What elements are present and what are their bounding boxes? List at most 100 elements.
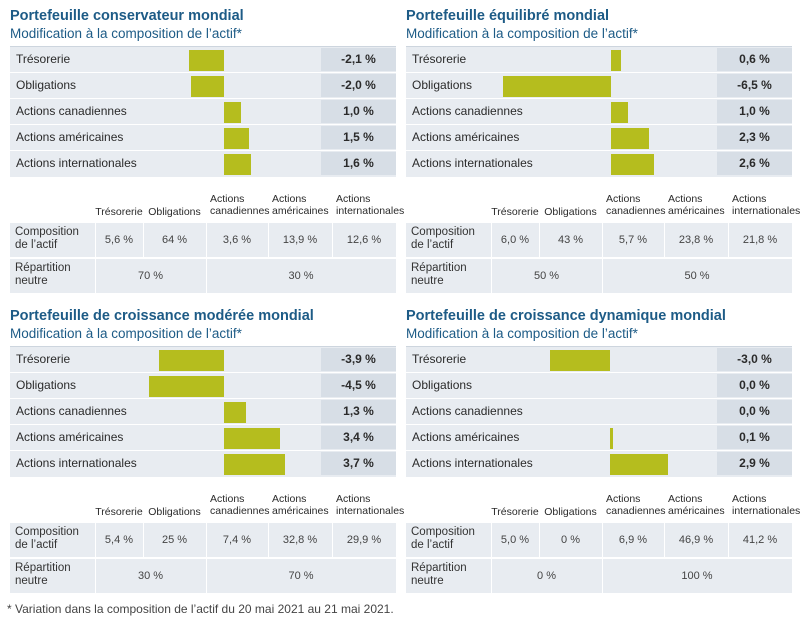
- label-line: neutre: [411, 275, 444, 287]
- bar: [224, 402, 246, 423]
- cell-divider: [602, 259, 603, 293]
- cell-divider: [206, 223, 207, 257]
- panel-subtitle: Modification à la composition de l’actif…: [10, 326, 242, 341]
- header-line: Actions: [336, 193, 371, 205]
- label-line: Composition: [411, 226, 475, 238]
- neutral-row: Répartition neutre 70 % 30 %: [10, 259, 396, 293]
- header-line: américaines: [272, 505, 329, 517]
- cell-divider: [602, 559, 603, 593]
- category-label: Obligations: [16, 78, 77, 92]
- value-label: 0,0 %: [717, 374, 792, 397]
- label-line: de l’actif: [15, 239, 58, 251]
- category-label: Actions internationales: [16, 156, 137, 170]
- composition-cell: 6,9 %: [618, 534, 648, 546]
- composition-cell: 5,0 %: [500, 534, 530, 546]
- chart-row: Trésorerie -2,1 %: [10, 47, 396, 72]
- column-header: Actions canadiennes: [210, 493, 270, 517]
- bar-chart: Trésorerie 0,6 % Obligations -6,5 % Actions …: [406, 46, 792, 177]
- cell-divider: [95, 223, 96, 257]
- panel-subtitle: Modification à la composition de l’actif…: [406, 326, 638, 341]
- chart-row: Actions canadiennes 1,0 %: [10, 98, 396, 124]
- composition-cell: 64 %: [161, 234, 188, 246]
- column-header: Obligations: [544, 206, 597, 218]
- bar: [611, 154, 655, 175]
- chart-row: Actions canadiennes 0,0 %: [406, 398, 792, 424]
- header-line: Actions: [668, 493, 703, 505]
- bar: [149, 376, 224, 397]
- value-label: -2,1 %: [321, 48, 396, 71]
- header-line: Actions: [732, 193, 767, 205]
- row-divider: [406, 124, 792, 125]
- chart-row: Actions américaines 0,1 %: [406, 424, 792, 450]
- bar: [610, 454, 668, 475]
- header-line: internationales: [732, 505, 801, 517]
- category-label: Actions américaines: [412, 430, 520, 444]
- column-header: Trésorerie: [491, 506, 539, 518]
- cell-divider: [728, 223, 729, 257]
- header-line: américaines: [668, 205, 725, 217]
- bar: [611, 50, 621, 71]
- chart-row: Actions canadiennes 1,3 %: [10, 398, 396, 424]
- column-header: Trésorerie: [95, 206, 143, 218]
- chart-row: Actions internationales 2,6 %: [406, 150, 792, 176]
- footnote: * Variation dans la composition de l’act…: [7, 602, 394, 616]
- row-label: Composition de l’actif: [411, 226, 475, 252]
- cell-divider: [491, 259, 492, 293]
- bar: [190, 76, 224, 97]
- bar: [224, 454, 286, 475]
- row-divider: [406, 450, 792, 451]
- value-label: 1,6 %: [321, 152, 396, 175]
- composition-cell: 0 %: [561, 534, 580, 546]
- composition-cell: 5,6 %: [104, 234, 134, 246]
- value-label: 0,1 %: [717, 426, 792, 449]
- neutral-cell: 70 %: [288, 570, 314, 582]
- cell-divider: [728, 523, 729, 557]
- category-label: Actions américaines: [16, 130, 124, 144]
- label-line: neutre: [15, 575, 48, 587]
- row-divider: [10, 398, 396, 399]
- chart-row: Trésorerie -3,0 %: [406, 347, 792, 372]
- category-label: Actions américaines: [16, 430, 124, 444]
- value-label: 3,7 %: [321, 452, 396, 475]
- panel-title: Portefeuille équilibré mondial: [406, 8, 610, 24]
- composition-cell: 6,0 %: [500, 234, 530, 246]
- row-divider: [406, 424, 792, 425]
- bar: [611, 102, 628, 123]
- value-label: 3,4 %: [321, 426, 396, 449]
- header-line: canadiennes: [606, 505, 666, 517]
- category-label: Actions internationales: [412, 456, 533, 470]
- label-line: Composition: [411, 526, 475, 538]
- column-header: Obligations: [544, 506, 597, 518]
- cell-divider: [268, 523, 269, 557]
- chart-row: Obligations -6,5 %: [406, 72, 792, 98]
- label-line: Composition: [15, 226, 79, 238]
- label-line: de l’actif: [411, 239, 454, 251]
- column-header: Actions internationales: [336, 193, 404, 217]
- row-divider: [10, 450, 396, 451]
- row-divider: [406, 150, 792, 151]
- neutral-cell: 30 %: [288, 270, 314, 282]
- portfolio-panel: Portefeuille conservateur mondial Modific…: [10, 8, 404, 293]
- composition-row: Composition de l’actif 5,6 % 64 % 3,6 % 13,9 …: [10, 223, 396, 257]
- bar: [224, 154, 251, 175]
- column-header: Actions canadiennes: [606, 493, 666, 517]
- header-line: internationales: [336, 205, 405, 217]
- chart-row: Actions américaines 2,3 %: [406, 124, 792, 150]
- panel-title: Portefeuille de croissance dynamique mon…: [406, 308, 726, 324]
- chart-row: Obligations 0,0 %: [406, 372, 792, 398]
- composition-cell: 23,8 %: [678, 234, 714, 246]
- category-label: Actions canadiennes: [412, 104, 523, 118]
- category-label: Trésorerie: [412, 52, 467, 66]
- category-label: Actions américaines: [412, 130, 520, 144]
- row-label: Composition de l’actif: [15, 526, 79, 552]
- neutral-cell: 70 %: [137, 270, 164, 282]
- bar-chart: Trésorerie -3,0 % Obligations 0,0 % Actions …: [406, 346, 792, 477]
- neutral-row: Répartition neutre 0 % 100 %: [406, 559, 792, 593]
- header-line: Actions: [210, 493, 245, 505]
- chart-row: Trésorerie -3,9 %: [10, 347, 396, 372]
- row-divider: [10, 150, 396, 151]
- bar-chart: Trésorerie -3,9 % Obligations -4,5 % Actions…: [10, 346, 396, 477]
- chart-row: Actions internationales 1,6 %: [10, 150, 396, 176]
- header-line: canadiennes: [606, 205, 666, 217]
- column-header: Actions américaines: [668, 193, 725, 217]
